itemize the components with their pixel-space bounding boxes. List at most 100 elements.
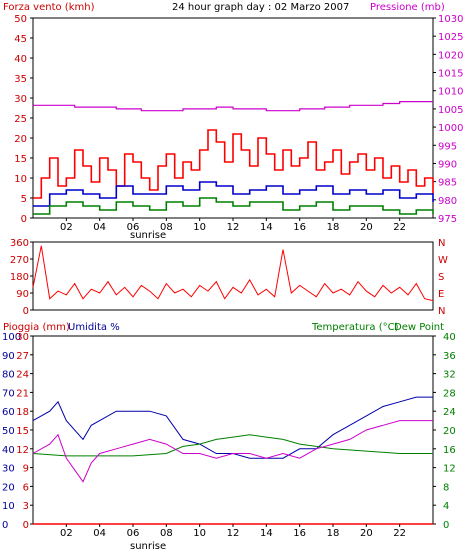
- humidity-x-tick-label: 16: [293, 528, 306, 539]
- pressure-tick-label: 980: [438, 196, 457, 207]
- humidity-tick-label: 60: [2, 407, 15, 418]
- pressure-tick-label: 1025: [438, 32, 463, 43]
- wind-direction-line: [32, 245, 434, 302]
- direction-tick-label: 360: [10, 238, 29, 249]
- dewpoint-line: [32, 434, 433, 457]
- direction-compass-label: W: [438, 255, 448, 266]
- rain-tick-label: 9: [23, 464, 29, 475]
- rain-tick-label: 21: [16, 388, 29, 399]
- pressure-tick-label: 1010: [438, 87, 463, 98]
- wind-tick-label: 30: [14, 94, 27, 105]
- humidity-tick-label: 20: [2, 482, 15, 493]
- humidity-x-tick-label: 12: [227, 528, 240, 539]
- rain-tick-label: 27: [16, 351, 29, 362]
- wind-tick-label: 20: [14, 134, 27, 145]
- pressure-tick-label: 1020: [438, 50, 463, 61]
- pressure-tick-label: 990: [438, 159, 457, 170]
- humidity-tick-label: 40: [2, 445, 15, 456]
- wind-tick-label: 35: [14, 74, 27, 85]
- temperature-tick-label: 16: [443, 445, 456, 456]
- humidity-tick-label: 90: [2, 351, 15, 362]
- wind-tick-label: 40: [14, 54, 27, 65]
- temperature-tick-label: 8: [443, 482, 449, 493]
- humidity-line: [32, 420, 433, 483]
- humidity-x-tick-label: 20: [360, 528, 373, 539]
- wind-x-tick-label: 16: [293, 222, 306, 233]
- temperature-tick-label: 40: [443, 332, 456, 343]
- temperature-tick-label: 28: [443, 388, 456, 399]
- pressure-tick-label: 1030: [438, 14, 463, 25]
- direction-compass-label: S: [438, 272, 444, 283]
- rain-tick-label: 24: [16, 370, 29, 381]
- direction-tick-label: 0: [23, 306, 29, 317]
- wind-x-tick-label: 14: [260, 222, 273, 233]
- rain-tick-label: 15: [16, 426, 29, 437]
- wind-x-tick-label: 06: [127, 222, 140, 233]
- wind-x-tick-label: 02: [60, 222, 73, 233]
- humidity-x-tick-label: 22: [393, 528, 406, 539]
- pressure-tick-label: 1005: [438, 105, 463, 116]
- temperature-tick-label: 20: [443, 426, 456, 437]
- humidity-x-tick-label: 14: [260, 528, 273, 539]
- wind-tick-label: 15: [14, 154, 27, 165]
- wind-x-tick-label: 08: [160, 222, 173, 233]
- humidity-tick-label: 30: [2, 464, 15, 475]
- wind-tick-label: 0: [21, 214, 27, 225]
- direction-tick-label: 90: [16, 289, 29, 300]
- sunrise-label-bottom: sunrise: [130, 541, 166, 552]
- humidity-tick-label: 100: [2, 332, 21, 343]
- wind-x-tick-label: 22: [393, 222, 406, 233]
- direction-compass-label: N: [438, 238, 445, 249]
- humidity-x-tick-label: 18: [327, 528, 340, 539]
- wind-x-tick-label: 18: [327, 222, 340, 233]
- direction-tick-label: 180: [10, 272, 29, 283]
- pressure-line: [33, 101, 433, 112]
- temperature-tick-label: 36: [443, 351, 456, 362]
- wind-x-tick-label: 10: [193, 222, 206, 233]
- temperature-tick-label: 4: [443, 501, 449, 512]
- humidity-x-tick-label: 08: [160, 528, 173, 539]
- wind-x-tick-label: 20: [360, 222, 373, 233]
- humidity-x-tick-label: 10: [193, 528, 206, 539]
- humidity-tick-label: 10: [2, 501, 15, 512]
- direction-compass-label: N: [438, 306, 445, 317]
- pressure-axis-title: Pressione (mb): [370, 2, 445, 13]
- wind-x-tick-label: 12: [227, 222, 240, 233]
- panel-direction-frame: [32, 241, 434, 311]
- pressure-tick-label: 1000: [438, 123, 463, 134]
- temperature-tick-label: 32: [443, 370, 456, 381]
- humidity-x-tick-label: 04: [93, 528, 106, 539]
- rain-tick-label: 3: [23, 501, 29, 512]
- direction-tick-label: 270: [10, 255, 29, 266]
- rain-tick-label: 12: [16, 445, 29, 456]
- humidity-x-tick-label: 06: [127, 528, 140, 539]
- direction-compass-label: E: [438, 289, 444, 300]
- temperature-axis-title: Temperatura (°C): [311, 322, 399, 333]
- humidity-tick-label: 50: [2, 426, 15, 437]
- pressure-tick-label: 1015: [438, 69, 463, 80]
- rain-tick-label: 0: [23, 520, 29, 531]
- humidity-tick-label: 70: [2, 388, 15, 399]
- pressure-tick-label: 975: [438, 214, 457, 225]
- temperature-tick-label: 24: [443, 407, 456, 418]
- pressure-tick-label: 995: [438, 141, 457, 152]
- rain-tick-label: 30: [16, 332, 29, 343]
- humidity-tick-label: 0: [2, 520, 8, 531]
- wind-gust-line: [33, 181, 434, 207]
- temperature-tick-label: 0: [443, 520, 449, 531]
- temperature-line: [32, 396, 433, 459]
- wind-speed-line: [33, 129, 434, 199]
- humidity-x-tick-label: 02: [60, 528, 73, 539]
- humidity-axis-title: Umidita %: [68, 322, 120, 333]
- humidity-tick-label: 80: [2, 370, 15, 381]
- wind-avg-line: [33, 197, 434, 215]
- wind-x-tick-label: 04: [93, 222, 106, 233]
- wind-tick-label: 10: [14, 174, 27, 185]
- wind-axis-title: Forza vento (kmh): [3, 2, 95, 13]
- wind-tick-label: 5: [21, 194, 27, 205]
- panel-wind-frame: [32, 17, 434, 219]
- pressure-tick-label: 985: [438, 178, 457, 189]
- wind-tick-label: 45: [14, 34, 27, 45]
- rain-tick-label: 6: [23, 482, 29, 493]
